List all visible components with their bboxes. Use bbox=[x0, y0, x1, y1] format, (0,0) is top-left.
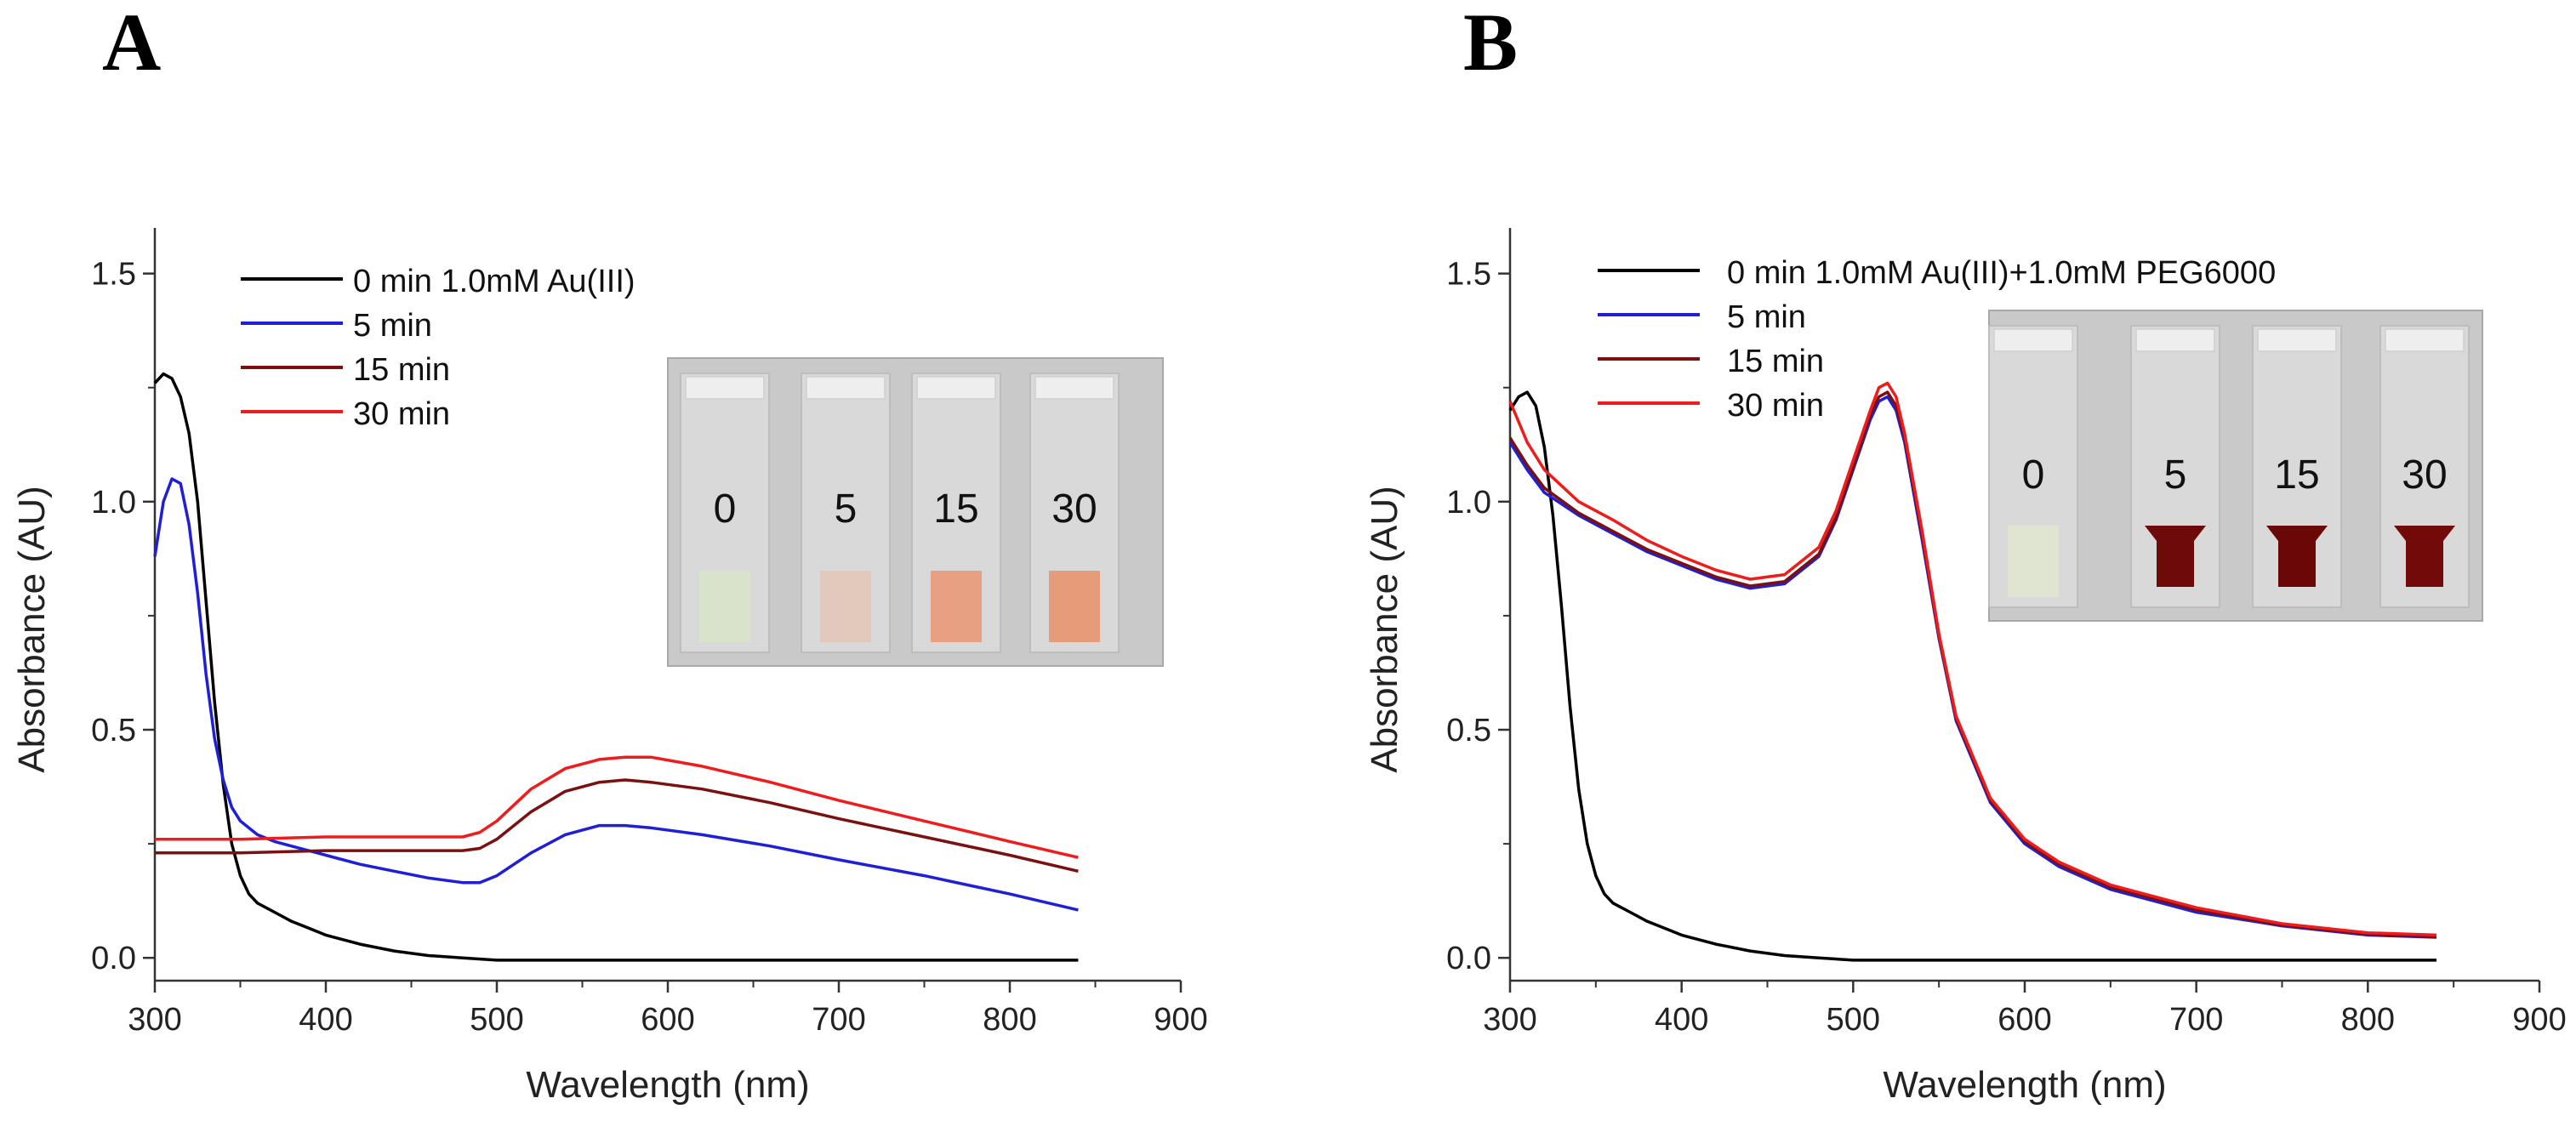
y-tick-label: 0.0 bbox=[91, 941, 136, 976]
x-tick-label: 800 bbox=[2341, 1002, 2395, 1038]
y-tick-label: 1.5 bbox=[91, 257, 136, 293]
cuvette-liquid bbox=[820, 571, 871, 642]
cuvette-liquid bbox=[931, 571, 982, 642]
cuvette-label: 15 bbox=[933, 487, 978, 532]
panel-label: A bbox=[102, 0, 161, 88]
series-line bbox=[1508, 390, 2437, 939]
legend-label: 0 min 1.0mM Au(III) bbox=[353, 264, 635, 299]
legend-label: 15 min bbox=[1727, 344, 1824, 379]
x-axis-title: Wavelength (nm) bbox=[526, 1064, 809, 1106]
cuvette-label: 30 bbox=[2402, 452, 2447, 498]
legend: 0 min 1.0mM Au(III)+1.0mM PEG6000 5 min … bbox=[1727, 255, 2276, 424]
x-tick-label: 800 bbox=[983, 1002, 1036, 1038]
cuvette-cap bbox=[1993, 328, 2073, 352]
cuvette-label: 5 bbox=[2164, 452, 2187, 498]
legend: 0 min 1.0mM Au(III) 5 min 15 min 30 min bbox=[353, 264, 635, 432]
series-line bbox=[1508, 395, 2437, 939]
cuvette-liquid bbox=[2008, 526, 2059, 597]
cuvette-label: 30 bbox=[1051, 487, 1097, 532]
x-tick-label: 500 bbox=[1827, 1002, 1880, 1038]
panel-label: B bbox=[1463, 0, 1518, 88]
x-tick-label: 700 bbox=[2169, 1002, 2223, 1038]
plot-area: 300 400 500 600 700 800 900 0.0 0.5 1.0 1.5 0 5 15 30 bbox=[1446, 228, 2567, 1038]
cuvette-cap bbox=[806, 376, 886, 400]
x-tick-label: 300 bbox=[128, 1002, 181, 1038]
x-tick-label: 600 bbox=[641, 1002, 694, 1038]
x-axis-title: Wavelength (nm) bbox=[1883, 1064, 2166, 1106]
x-tick-label: 900 bbox=[2512, 1002, 2566, 1038]
y-tick-label: 0.5 bbox=[91, 713, 136, 748]
cuvette-label: 0 bbox=[714, 487, 737, 532]
x-tick-label: 400 bbox=[1655, 1002, 1708, 1038]
cuvette-cap bbox=[1034, 376, 1114, 400]
x-tick-label: 700 bbox=[812, 1002, 865, 1038]
cuvette-cap bbox=[2257, 328, 2337, 352]
cuvette-liquid bbox=[2145, 526, 2206, 587]
y-axis-title: Absorbance (AU) bbox=[1364, 486, 1405, 772]
legend-label: 5 min bbox=[1727, 299, 1806, 335]
legend-label: 15 min bbox=[353, 352, 450, 388]
inset-image: 0 5 15 30 bbox=[667, 357, 1164, 667]
x-tick-label: 500 bbox=[470, 1002, 523, 1038]
series-line bbox=[153, 372, 1079, 962]
series-line bbox=[1508, 381, 2437, 937]
cuvette-cap bbox=[916, 376, 996, 400]
y-tick-label: 1.0 bbox=[1446, 485, 1491, 521]
cuvette-label: 5 bbox=[835, 487, 858, 532]
series-line bbox=[155, 755, 1079, 859]
series-line bbox=[155, 778, 1079, 873]
series-line bbox=[153, 477, 1079, 912]
legend-label: 0 min 1.0mM Au(III)+1.0mM PEG6000 bbox=[1727, 255, 2276, 291]
legend-label: 30 min bbox=[1727, 388, 1824, 424]
plot-area: 300 400 500 600 700 800 900 0.0 0.5 1.0 1.5 0 5 15 30 bbox=[91, 228, 1208, 1038]
inset-image: 0 5 15 30 bbox=[1988, 310, 2483, 622]
y-axis-title: Absorbance (AU) bbox=[11, 486, 53, 772]
cuvette-liquid bbox=[1049, 571, 1100, 642]
cuvette-liquid bbox=[2394, 526, 2455, 587]
x-tick-label: 900 bbox=[1154, 1002, 1207, 1038]
legend-label: 5 min bbox=[353, 308, 432, 344]
x-tick-label: 400 bbox=[299, 1002, 352, 1038]
y-tick-label: 0.0 bbox=[1446, 941, 1491, 976]
cuvette-cap bbox=[2385, 328, 2465, 352]
y-tick-label: 0.5 bbox=[1446, 713, 1491, 748]
cuvette-label: 15 bbox=[2274, 452, 2319, 498]
cuvette-liquid bbox=[2266, 526, 2328, 587]
cuvette-liquid bbox=[699, 571, 750, 642]
cuvette-cap bbox=[685, 376, 765, 400]
cuvette-cap bbox=[2135, 328, 2215, 352]
x-tick-label: 600 bbox=[1998, 1002, 2051, 1038]
legend-label: 30 min bbox=[353, 396, 450, 432]
cuvette-label: 0 bbox=[2022, 452, 2045, 498]
x-tick-label: 300 bbox=[1483, 1002, 1536, 1038]
y-tick-label: 1.0 bbox=[91, 485, 136, 521]
y-tick-label: 1.5 bbox=[1446, 257, 1491, 293]
